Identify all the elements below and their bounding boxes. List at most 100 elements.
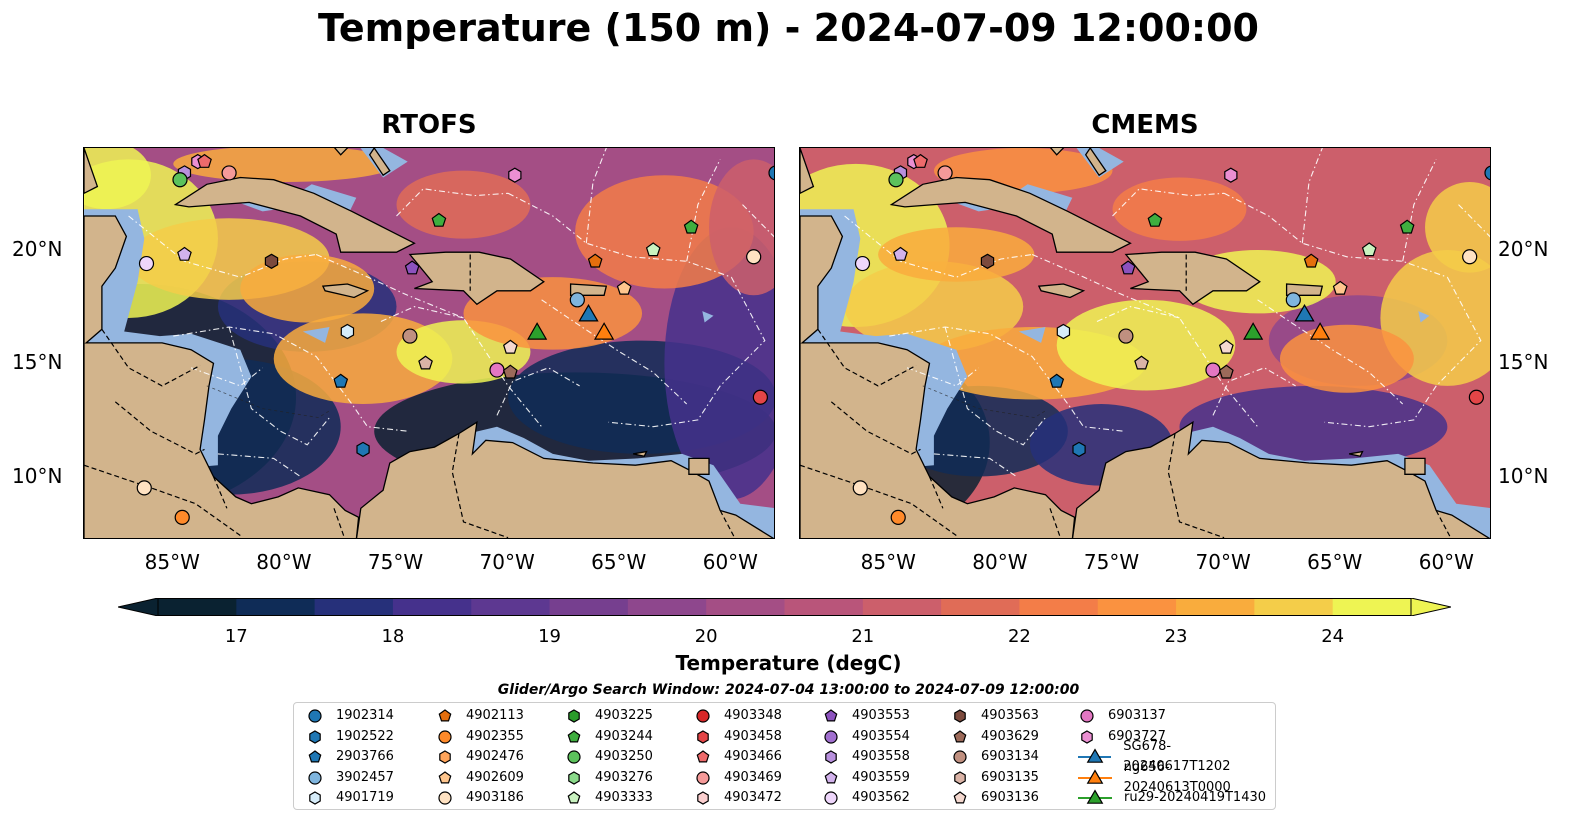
lon-tick-label: 75°W: [367, 550, 424, 574]
legend-item: 4903553: [822, 706, 910, 726]
legend-marker: [1086, 748, 1104, 763]
legend-item: 4903559: [822, 768, 910, 788]
legend-marker: [568, 709, 580, 723]
colorbar-tick-label: 21: [851, 626, 875, 647]
legend-item: ru29-20240419T1430: [1078, 788, 1266, 808]
lon-tick-label: 75°W: [1083, 550, 1140, 574]
legend-label: 3902457: [336, 769, 394, 785]
colorbar-tick-label: 24: [1321, 626, 1345, 647]
legend-item: 4903333: [565, 788, 653, 808]
float-markers: [136, 153, 774, 525]
colorbar-segment: [941, 598, 1020, 616]
colorbar-segment: [1332, 598, 1412, 616]
colorbar-segment: [1254, 598, 1334, 616]
legend-label: 4903276: [595, 769, 653, 785]
lon-tick-label: 85°W: [860, 550, 916, 574]
float-marker: [768, 165, 774, 181]
float-marker: [1147, 212, 1163, 227]
legend-marker: [308, 709, 322, 723]
legend-item: 6903727: [1078, 727, 1166, 747]
legend-label: 4903553: [852, 708, 910, 723]
legend-label: 4903472: [724, 790, 782, 805]
legend-label: 4903333: [595, 790, 653, 805]
legend-item: 4902609: [436, 768, 524, 788]
legend-item: 4903186: [436, 788, 524, 808]
legend-marker: [696, 770, 710, 785]
legend-marker: [824, 709, 838, 722]
legend-item: 4903250: [565, 747, 653, 767]
map-cmems[interactable]: [799, 147, 1491, 539]
float-marker: [569, 292, 585, 308]
float-marker: [1224, 167, 1238, 183]
colorbar-tick-label: 19: [538, 626, 562, 647]
legend-label: 4903250: [595, 749, 653, 764]
legend-label: 4903186: [466, 790, 524, 805]
float-marker: [913, 153, 928, 168]
float-markers: [852, 153, 1490, 525]
float-marker: [489, 362, 505, 378]
legend-marker: [1081, 729, 1093, 744]
panel-title-rtofs: RTOFS: [381, 110, 477, 140]
legend-label: 6903727: [1108, 728, 1166, 744]
colorbar-extend-high: [1410, 598, 1451, 616]
panel-title-cmems: CMEMS: [1091, 110, 1199, 140]
float-marker: [502, 364, 518, 379]
legend-label: 4903244: [595, 728, 653, 744]
lon-tick-label: 60°W: [1418, 550, 1474, 574]
legend-item: 4903276: [565, 768, 653, 788]
legend-marker: [568, 770, 580, 785]
colorbar-segment: [706, 598, 785, 616]
legend-label: 4903348: [724, 708, 782, 723]
float-marker: [402, 328, 418, 344]
float-marker: [221, 165, 237, 181]
colorbar-segment: [862, 598, 942, 616]
legend-item: 4903554: [822, 727, 910, 747]
legend-item: 4903225: [565, 706, 653, 726]
float-marker: [1056, 323, 1071, 340]
legend-item: 4903563: [951, 706, 1039, 726]
colorbar-extend-low: [118, 598, 159, 616]
legend-marker: [1080, 709, 1094, 723]
legend-marker: [954, 709, 966, 723]
float-marker: [1294, 304, 1315, 322]
float-marker: [1205, 362, 1221, 378]
float-marker: [431, 212, 447, 227]
float-marker: [1218, 364, 1234, 379]
float-marker: [890, 509, 906, 525]
legend-marker: [309, 791, 321, 805]
search-window-text: Glider/Argo Search Window: 2024-07-04 13…: [497, 682, 1080, 698]
colorbar-segment: [1019, 598, 1099, 616]
colorbar-segment: [158, 598, 237, 616]
legend-marker: [438, 709, 452, 722]
legend-item: 4903348: [694, 706, 782, 726]
legend-marker: [567, 750, 581, 764]
float-marker: [683, 219, 699, 234]
legend-marker: [696, 750, 710, 763]
lat-tick-label-right: 10°N: [1498, 463, 1549, 488]
legend-label: 4903559: [852, 769, 910, 785]
float-marker: [1285, 292, 1301, 308]
map-rtofs[interactable]: [83, 147, 775, 539]
legend-marker: [824, 729, 838, 744]
legend-marker: [309, 729, 321, 744]
legend-label: 4903469: [724, 769, 782, 785]
float-marker: [578, 304, 599, 322]
float-marker: [1309, 322, 1331, 340]
colorbar-segment: [314, 598, 394, 616]
legend-item: 3902457: [306, 768, 394, 788]
legend-label: 6903136: [981, 790, 1039, 805]
legend-item: 4903458: [694, 727, 782, 747]
float-marker: [1243, 322, 1264, 340]
legend-label: 4903466: [724, 749, 782, 764]
legend-marker: [825, 750, 837, 764]
legend-item: 1902522: [306, 727, 394, 747]
legend-marker: [567, 791, 581, 804]
legend-item: 4903472: [694, 788, 782, 808]
float-marker: [1118, 328, 1134, 344]
float-marker: [404, 260, 420, 275]
legend-item: 4903629: [951, 727, 1039, 747]
float-marker: [356, 441, 370, 458]
float-marker: [746, 249, 762, 265]
colorbar-segment: [236, 598, 316, 616]
legend-item: 6903136: [951, 788, 1039, 808]
